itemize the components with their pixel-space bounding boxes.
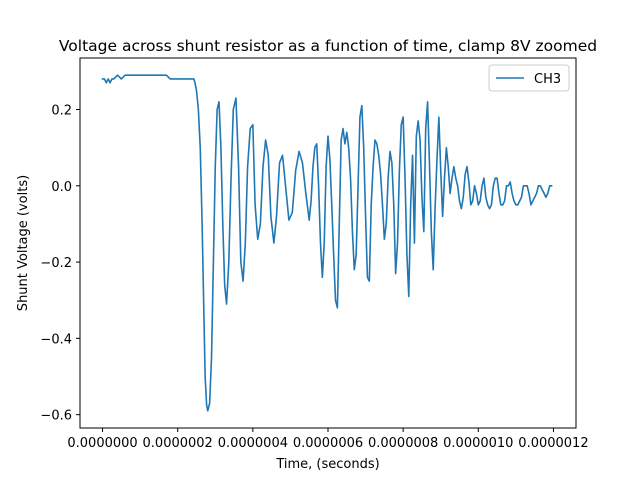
y-tick-label: 0.2 bbox=[51, 103, 72, 118]
axes-frame bbox=[79, 57, 577, 429]
y-tick-label: 0.0 bbox=[51, 180, 72, 195]
x-tick-label: 0.0000012 bbox=[518, 436, 588, 451]
x-axis-label: Time, (seconds) bbox=[275, 457, 379, 472]
y-tick-label: −0.4 bbox=[40, 332, 72, 347]
x-tick-label: 0.0000004 bbox=[218, 436, 288, 451]
chart-title: Voltage across shunt resistor as a funct… bbox=[59, 37, 597, 55]
x-tick-label: 0.0000000 bbox=[67, 436, 137, 451]
y-tick-label: −0.6 bbox=[40, 409, 72, 424]
x-tick-label: 0.0000008 bbox=[368, 436, 438, 451]
legend-label-ch3: CH3 bbox=[534, 72, 561, 87]
y-tick-label: −0.2 bbox=[40, 256, 72, 271]
x-tick-label: 0.0000006 bbox=[293, 436, 363, 451]
y-axis-label: Shunt Voltage (volts) bbox=[16, 175, 31, 311]
legend: CH3 bbox=[488, 64, 570, 92]
plot-area: 0.0000000 0.0000002 0.0000004 0.0000006 0.00… bbox=[40, 74, 589, 451]
x-tick-label: 0.0000010 bbox=[443, 436, 513, 451]
legend-box bbox=[488, 64, 570, 92]
series-line-ch3 bbox=[101, 74, 553, 412]
x-tick-label: 0.0000002 bbox=[143, 436, 213, 451]
